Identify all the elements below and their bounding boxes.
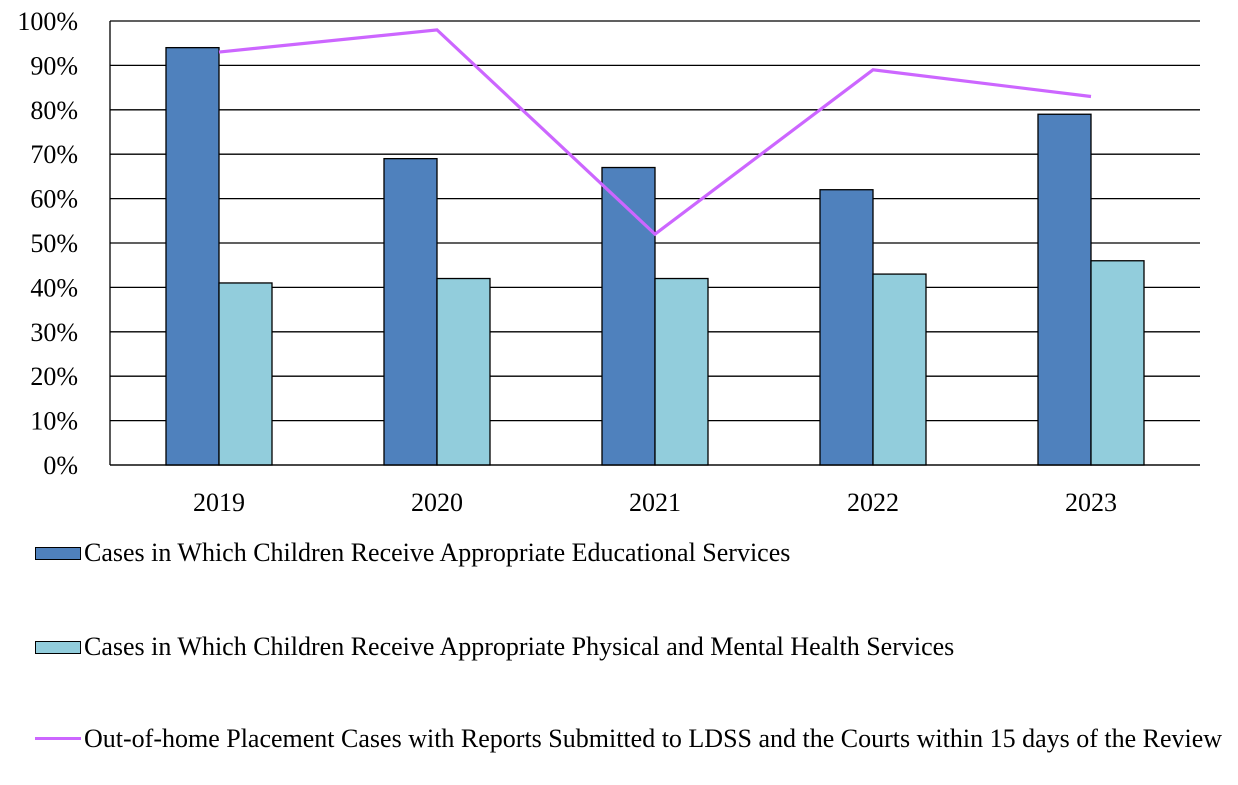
bar-educational-2019 — [165, 46, 220, 466]
y-tick-label: 100% — [17, 7, 78, 36]
y-tick-label: 10% — [30, 407, 78, 436]
x-tick-label: 2020 — [411, 488, 463, 517]
bar-educational-2023 — [1037, 113, 1092, 466]
legend-item-health: Cases in Which Children Receive Appropri… — [35, 632, 1230, 662]
y-axis-ticks: 0% 10% 20% 30% 40% 50% 60% 70% 80% 90% 100% — [17, 7, 78, 480]
y-tick-label: 90% — [30, 51, 78, 80]
y-tick-label: 60% — [30, 185, 78, 214]
y-tick-label: 20% — [30, 362, 78, 391]
y-tick-label: 30% — [30, 318, 78, 347]
x-tick-label: 2022 — [847, 488, 899, 517]
bars — [165, 46, 1145, 466]
legend-label-educational: Cases in Which Children Receive Appropri… — [84, 538, 791, 567]
bar-educational-2022 — [819, 189, 874, 466]
bar-educational-2020 — [383, 157, 438, 466]
line-series — [218, 28, 1092, 237]
line-reports-submitted — [218, 28, 1092, 237]
x-axis-ticks: 2019 2020 2021 2022 2023 — [193, 488, 1117, 517]
bar-educational-2021 — [601, 166, 656, 466]
bar-health-2021 — [654, 277, 709, 466]
bar-health-2019 — [218, 282, 273, 466]
bar-health-2023 — [1090, 260, 1145, 466]
y-tick-label: 70% — [30, 140, 78, 169]
legend-swatch-educational — [35, 546, 81, 560]
legend-item-reports: Out-of-home Placement Cases with Reports… — [35, 724, 1230, 754]
y-tick-label: 0% — [43, 451, 78, 480]
y-tick-label: 40% — [30, 273, 78, 302]
x-tick-label: 2019 — [193, 488, 245, 517]
y-tick-label: 80% — [30, 96, 78, 125]
y-tick-label: 50% — [30, 229, 78, 258]
chart: 0%10%20%30%40%50%60%70%80%90%100% 2019 20… — [17, 7, 1200, 517]
x-tick-label: 2023 — [1065, 488, 1117, 517]
legend-item-educational: Cases in Which Children Receive Appropri… — [35, 538, 1230, 568]
legend-label-reports: Out-of-home Placement Cases with Reports… — [84, 724, 1223, 753]
bar-health-2020 — [436, 277, 491, 466]
legend-swatch-health — [35, 640, 81, 654]
x-tick-label: 2021 — [629, 488, 681, 517]
legend-swatch-reports — [35, 736, 81, 740]
axes — [109, 21, 1200, 466]
legend-label-health: Cases in Which Children Receive Appropri… — [84, 632, 955, 661]
bar-health-2022 — [872, 273, 927, 466]
